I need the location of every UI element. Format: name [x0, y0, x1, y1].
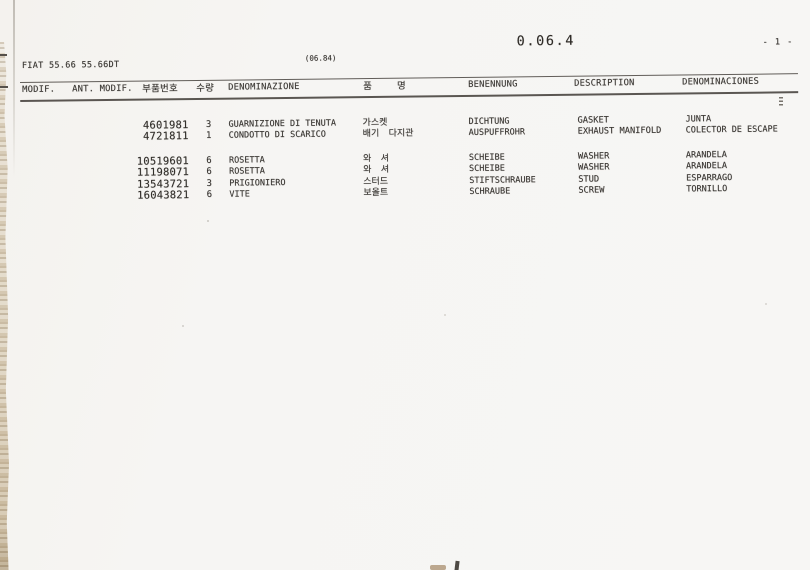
column-header-description: DESCRIPTION — [574, 78, 635, 89]
denominazione-cell: CONDOTTO DI SCARICO — [228, 129, 326, 141]
paper-edge-artifact — [0, 42, 9, 570]
benennung-cell: STIFTSCHRAUBE — [469, 174, 536, 186]
part-number-cell: 16043821 — [137, 189, 190, 202]
quantity-cell: 6 — [206, 166, 212, 177]
right-edge-smudge — [779, 97, 783, 108]
description-cell: GASKET — [577, 115, 609, 126]
denominazione-cell: VITE — [229, 189, 250, 200]
description-cell: SCREW — [578, 185, 605, 196]
korean-name-cell: 스터드 — [363, 176, 389, 187]
scan-speck — [444, 314, 446, 316]
quantity-cell: 3 — [206, 178, 212, 189]
denominaciones-cell: TORNILLO — [686, 183, 728, 195]
benennung-cell: SCHEIBE — [468, 163, 505, 174]
column-header-benennung: BENENNUNG — [468, 79, 518, 90]
quantity-cell: 1 — [205, 130, 212, 141]
edge-tick-mark — [0, 54, 7, 56]
column-header-part-number-ko: 부품번호 — [142, 83, 178, 95]
part-number-cell: 11198071 — [136, 166, 190, 179]
header-rule-bottom — [20, 91, 799, 102]
bottom-smudge-light — [430, 565, 446, 570]
korean-name-cell: 와 셔 — [362, 164, 390, 176]
model-label: FIAT 55.66 55.66DT — [21, 59, 120, 71]
denominaciones-cell: JUNTA — [685, 114, 712, 125]
scan-speck — [207, 220, 209, 222]
column-header-denominaciones: DENOMINACIONES — [682, 76, 760, 88]
column-header-denominazione: DENOMINAZIONE — [228, 81, 300, 93]
column-header-ant-modif: ANT. MODIF. — [72, 83, 133, 95]
page-number-label: - 1 - — [762, 37, 794, 48]
denominaciones-cell: ESPARRAGO — [686, 172, 733, 183]
benennung-cell: DICHTUNG — [468, 116, 510, 127]
column-header-qty-ko: 수량 — [196, 82, 215, 95]
edge-tick-mark — [0, 86, 8, 88]
description-cell: WASHER — [577, 150, 610, 162]
section-code-label: 0.06.4 — [516, 32, 576, 50]
description-cell: EXHAUST MANIFOLD — [577, 125, 662, 137]
denominaciones-cell: ARANDELA — [685, 160, 728, 172]
scan-speck — [182, 325, 184, 327]
quantity-cell: 3 — [205, 119, 212, 130]
benennung-cell: AUSPUFFROHR — [468, 127, 525, 138]
benennung-cell: SCHRAUBE — [469, 186, 511, 197]
quantity-cell: 6 — [206, 155, 212, 166]
denominazione-cell: ROSETTA — [228, 166, 265, 177]
description-cell: STUD — [578, 173, 600, 185]
denominaciones-cell: ARANDELA — [685, 149, 727, 160]
korean-name-cell: 보올트 — [363, 187, 389, 199]
part-number-cell: 4721811 — [142, 130, 189, 143]
edition-date-label: (06.84) — [304, 53, 337, 63]
denominazione-cell: PRIGIONIERO — [229, 177, 286, 189]
column-header-name-ko: 품 명 — [363, 80, 406, 93]
column-header-modif: MODIF. — [22, 84, 56, 95]
korean-name-cell: 배기 다지관 — [362, 128, 414, 140]
denominazione-cell: ROSETTA — [228, 154, 265, 166]
quantity-cell: 6 — [206, 189, 213, 200]
scan-speck — [765, 303, 767, 305]
benennung-cell: SCHEIBE — [468, 152, 505, 163]
denominaciones-cell: COLECTOR DE ESCAPE — [685, 124, 778, 136]
description-cell: WASHER — [577, 162, 610, 173]
paper-crease-line — [13, 0, 15, 178]
korean-name-cell: 와 셔 — [362, 153, 389, 164]
korean-name-cell: 가스켓 — [362, 117, 388, 129]
